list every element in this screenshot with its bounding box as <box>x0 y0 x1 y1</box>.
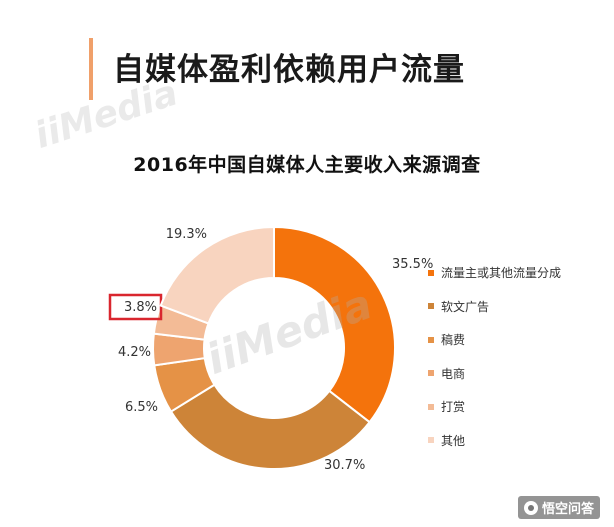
footer-brand: 悟空问答 <box>517 496 600 519</box>
legend-item: 稿费 <box>428 323 561 357</box>
highlight-box <box>108 293 163 321</box>
legend-label: 软文广告 <box>441 299 490 314</box>
legend-label: 其他 <box>441 433 466 448</box>
legend-swatch <box>428 437 434 444</box>
legend-label: 打赏 <box>441 400 466 415</box>
legend-label: 电商 <box>441 366 466 381</box>
chart-title: 2016年中国自媒体人主要收入来源调查 <box>133 154 481 176</box>
slice-value-label: 6.5% <box>125 400 158 415</box>
donut-slice <box>159 225 275 325</box>
legend-swatch <box>428 403 434 410</box>
slice-value-label: 35.5% <box>392 257 433 272</box>
legend-item: 打赏 <box>428 390 561 424</box>
footer-brand-text: 悟空问答 <box>541 502 594 517</box>
legend-swatch <box>428 336 434 343</box>
legend-swatch <box>428 269 434 276</box>
donut-slice <box>169 383 372 470</box>
page-headline: 自媒体盈利依赖用户流量 <box>113 52 465 88</box>
legend-item: 其他 <box>428 424 561 458</box>
legend-swatch <box>428 303 434 310</box>
slice-value-label: 19.3% <box>166 227 207 242</box>
legend-label: 流量主或其他流量分成 <box>441 266 562 281</box>
legend-item: 流量主或其他流量分成 <box>428 256 561 290</box>
slice-value-label: 30.7% <box>324 458 365 473</box>
headline-accent-bar <box>89 38 93 100</box>
legend-item: 电商 <box>428 357 561 391</box>
slice-value-label: 3.8% <box>124 300 157 315</box>
legend-item: 软文广告 <box>428 290 561 324</box>
brand-logo-icon <box>523 500 538 515</box>
legend-label: 稿费 <box>441 333 466 348</box>
donut-slice <box>273 225 396 424</box>
slice-value-label: 4.2% <box>118 345 151 360</box>
chart-legend: 流量主或其他流量分成 软文广告稿费电商打赏其他 <box>428 256 561 457</box>
legend-swatch <box>428 370 434 377</box>
